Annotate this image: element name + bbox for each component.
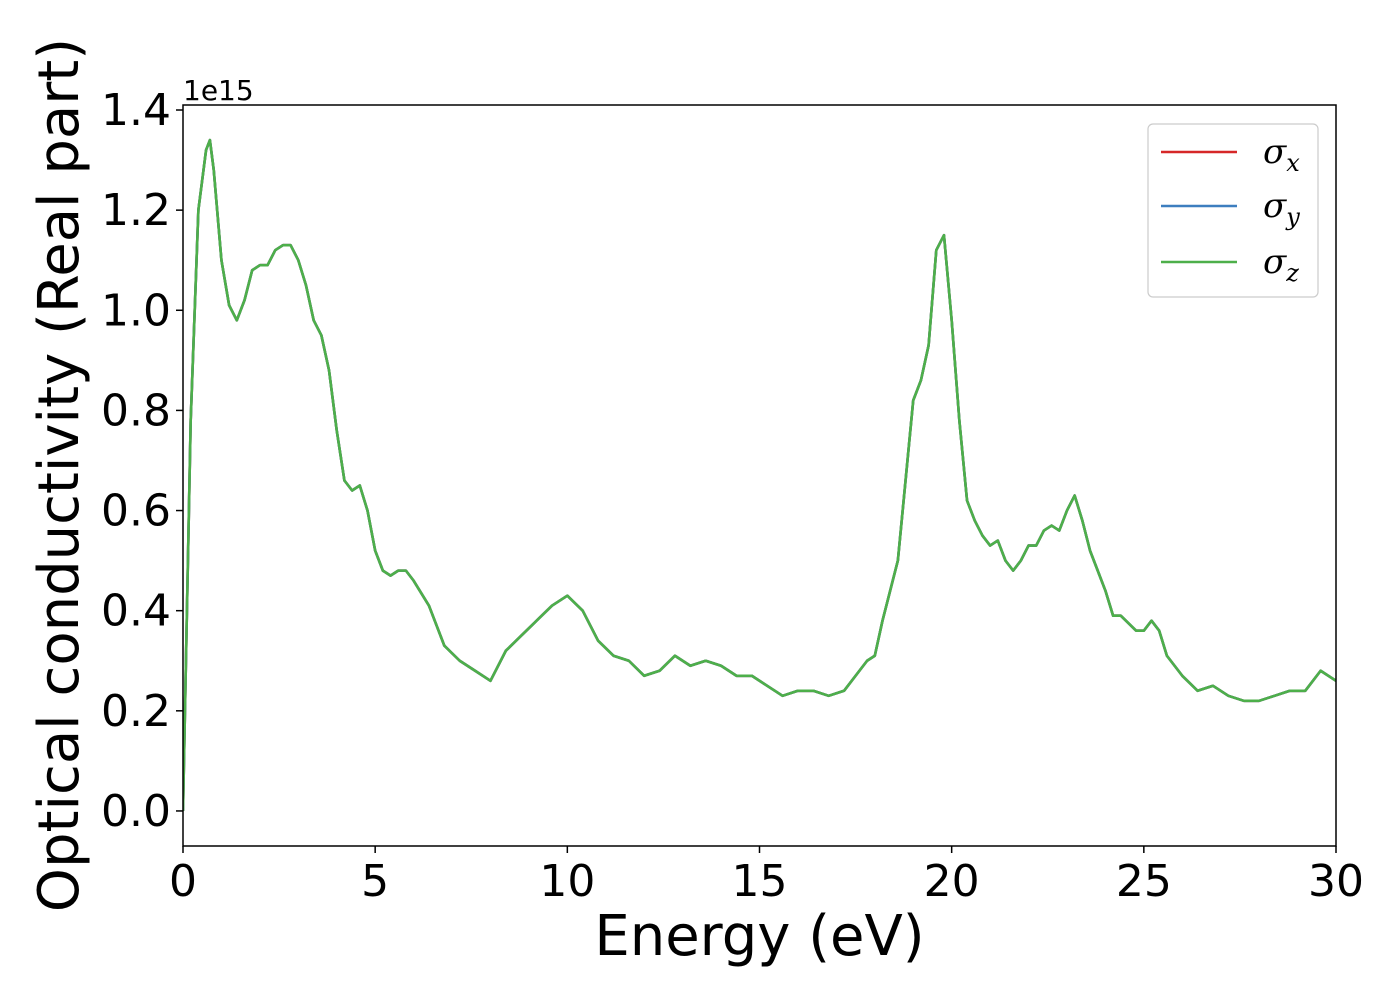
legend-subscript: x — [1286, 149, 1300, 177]
x-tick-label: 20 — [924, 856, 980, 907]
legend-symbol: σ — [1263, 242, 1287, 282]
y-tick-label: 0.8 — [101, 385, 171, 436]
y-axis: 0.0 0.2 0.4 0.6 0.8 1.0 1.2 1.4 — [101, 85, 183, 837]
legend-symbol: σ — [1263, 186, 1287, 226]
x-tick-label: 30 — [1308, 856, 1364, 907]
legend-label-z: σz — [1263, 242, 1299, 287]
x-axis: 0 5 10 15 20 25 30 — [169, 846, 1364, 907]
y-tick-label: 0.2 — [101, 686, 171, 737]
legend-label-x: σx — [1263, 132, 1300, 177]
y-tick-label: 1.4 — [101, 85, 171, 136]
series-line-z — [183, 138, 1336, 811]
legend-subscript: z — [1285, 259, 1299, 287]
x-axis-label: Energy (eV) — [594, 904, 924, 969]
legend-box — [1147, 123, 1319, 298]
legend-label-y: σy — [1263, 186, 1300, 231]
x-tick-label: 10 — [539, 856, 595, 907]
legend-symbol: σ — [1263, 132, 1287, 172]
x-tick-label: 25 — [1116, 856, 1172, 907]
y-axis-label: Optical conductivity (Real part) — [27, 38, 92, 912]
x-tick-label: 5 — [361, 856, 389, 907]
y-tick-label: 0.6 — [101, 486, 171, 537]
x-tick-label: 15 — [732, 856, 788, 907]
legend-subscript: y — [1285, 203, 1300, 231]
y-tick-label: 0.4 — [101, 586, 171, 637]
y-offset-label: 1e15 — [183, 74, 254, 107]
y-tick-label: 1.0 — [101, 285, 171, 336]
y-tick-label: 0.0 — [101, 786, 171, 837]
x-tick-label: 0 — [169, 856, 197, 907]
y-tick-label: 1.2 — [101, 185, 171, 236]
